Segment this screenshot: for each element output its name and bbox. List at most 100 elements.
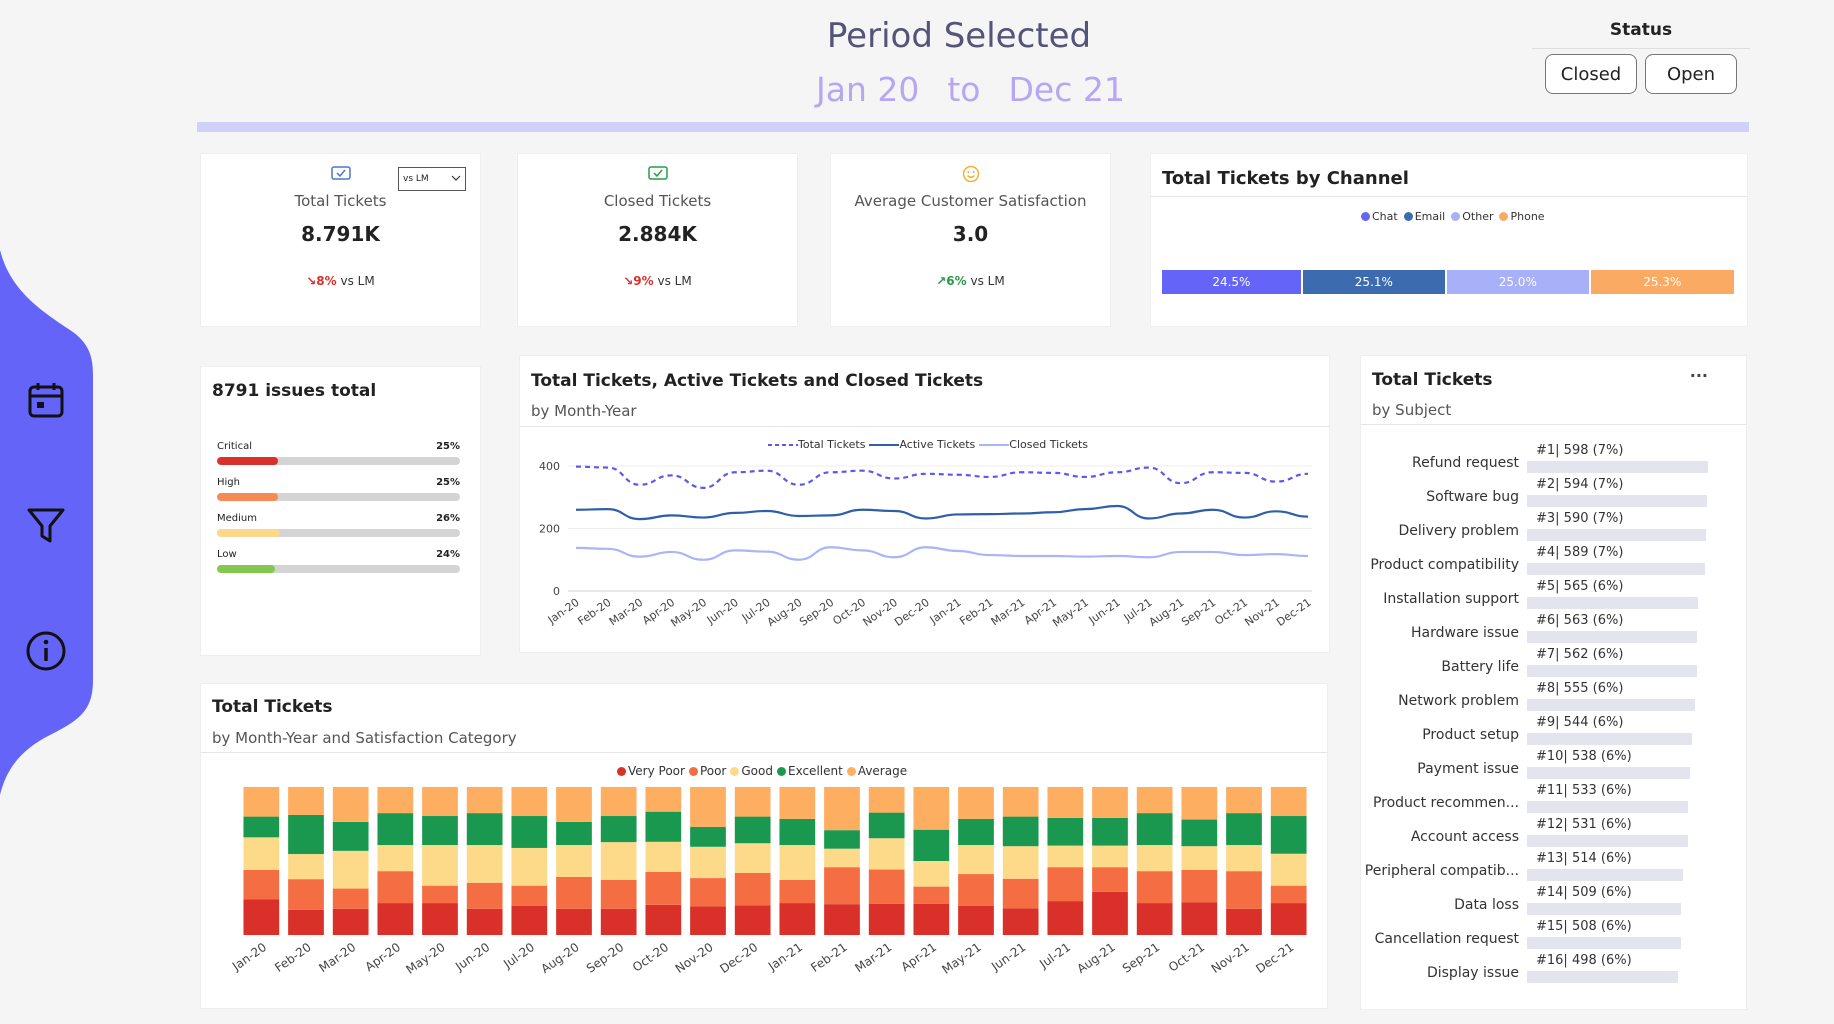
bar-segment-average[interactable]	[1002, 787, 1039, 817]
bar-segment-poor[interactable]	[466, 882, 503, 909]
bar-segment-very-poor[interactable]	[332, 908, 369, 935]
bar-segment-poor[interactable]	[645, 871, 682, 905]
legend-item-phone[interactable]: Phone	[1499, 210, 1545, 223]
subject-row[interactable]: Product setup #9| 544 (6%)	[1361, 715, 1746, 749]
bar-segment-very-poor[interactable]	[511, 905, 548, 935]
bar-segment-average[interactable]	[690, 787, 726, 827]
bar-segment-excellent[interactable]	[1181, 819, 1218, 847]
bar-segment-very-poor[interactable]	[466, 908, 503, 935]
bar-segment-poor[interactable]	[1092, 867, 1128, 892]
bar-segment-average[interactable]	[600, 787, 637, 817]
bar-segment-poor[interactable]	[913, 886, 950, 904]
bar-segment-excellent[interactable]	[288, 814, 324, 855]
subject-row[interactable]: Refund request #1| 598 (7%)	[1361, 443, 1746, 477]
info-button[interactable]	[18, 623, 74, 679]
bar-segment-good[interactable]	[466, 845, 503, 883]
subject-row[interactable]: Product compatibility #4| 589 (7%)	[1361, 545, 1746, 579]
bar-segment-poor[interactable]	[1226, 871, 1262, 909]
subject-row[interactable]: Delivery problem #3| 590 (7%)	[1361, 511, 1746, 545]
status-open-button[interactable]: Open	[1645, 54, 1737, 94]
subject-row[interactable]: Product recommen... #11| 533 (6%)	[1361, 783, 1746, 817]
series-line-total-tickets[interactable]	[575, 465, 1309, 489]
bar-segment-very-poor[interactable]	[690, 906, 726, 935]
bar-segment-poor[interactable]	[1270, 885, 1307, 904]
bar-segment-excellent[interactable]	[1002, 816, 1039, 847]
bar-segment-poor[interactable]	[288, 879, 324, 910]
bar-segment-very-poor[interactable]	[556, 908, 592, 935]
subject-row[interactable]: Payment issue #10| 538 (6%)	[1361, 749, 1746, 783]
legend-item-excellent[interactable]: Excellent	[776, 764, 843, 778]
bar-segment-good[interactable]	[824, 848, 860, 868]
bar-segment-average[interactable]	[734, 787, 771, 817]
bar-segment-average[interactable]	[645, 787, 682, 812]
bar-segment-very-poor[interactable]	[958, 905, 994, 935]
bar-segment-poor[interactable]	[600, 879, 637, 909]
bar-segment-very-poor[interactable]	[645, 904, 682, 935]
subject-row[interactable]: Battery life #7| 562 (6%)	[1361, 647, 1746, 681]
channel-segment-chat[interactable]: 24.5%	[1162, 270, 1303, 294]
bar-segment-poor[interactable]	[734, 872, 771, 906]
legend-item-other[interactable]: Other	[1451, 210, 1493, 223]
bar-segment-very-poor[interactable]	[600, 908, 637, 935]
bar-segment-good[interactable]	[1047, 845, 1084, 868]
bar-segment-average[interactable]	[1270, 787, 1307, 817]
bar-segment-average[interactable]	[377, 787, 414, 814]
series-line-closed-tickets[interactable]	[575, 546, 1309, 561]
bar-segment-good[interactable]	[1226, 845, 1262, 872]
bar-segment-very-poor[interactable]	[377, 903, 414, 935]
bar-segment-poor[interactable]	[824, 867, 860, 905]
bar-segment-good[interactable]	[1136, 845, 1173, 872]
bar-segment-average[interactable]	[422, 787, 458, 817]
legend-item-poor[interactable]: Poor	[688, 764, 726, 778]
bar-segment-very-poor[interactable]	[1270, 903, 1307, 935]
bar-segment-average[interactable]	[556, 787, 592, 822]
bar-segment-good[interactable]	[556, 845, 592, 877]
legend-item-total-tickets[interactable]: Total Tickets	[768, 438, 865, 451]
bar-segment-good[interactable]	[1092, 845, 1128, 868]
bar-segment-excellent[interactable]	[511, 816, 548, 848]
subject-row[interactable]: Installation support #5| 565 (6%)	[1361, 579, 1746, 613]
bar-segment-good[interactable]	[1002, 846, 1039, 879]
bar-segment-average[interactable]	[868, 787, 905, 813]
bar-segment-average[interactable]	[1092, 787, 1128, 818]
bar-segment-poor[interactable]	[779, 879, 816, 904]
bar-segment-excellent[interactable]	[466, 813, 503, 846]
bar-segment-very-poor[interactable]	[1092, 891, 1128, 935]
subject-row[interactable]: Hardware issue #6| 563 (6%)	[1361, 613, 1746, 647]
bar-segment-very-poor[interactable]	[1226, 908, 1262, 935]
bar-segment-good[interactable]	[422, 845, 458, 886]
bar-segment-excellent[interactable]	[1047, 817, 1084, 846]
subject-row[interactable]: Network problem #8| 555 (6%)	[1361, 681, 1746, 715]
more-options-button[interactable]: ···	[1689, 366, 1708, 385]
bar-segment-good[interactable]	[377, 845, 414, 872]
bar-segment-good[interactable]	[332, 850, 369, 889]
subject-row[interactable]: Display issue #16| 498 (6%)	[1361, 953, 1746, 987]
bar-segment-good[interactable]	[868, 838, 905, 870]
bar-segment-excellent[interactable]	[779, 818, 816, 846]
bar-segment-very-poor[interactable]	[868, 903, 905, 935]
bar-segment-poor[interactable]	[690, 878, 726, 907]
bar-segment-average[interactable]	[332, 787, 369, 822]
channel-segment-email[interactable]: 25.1%	[1302, 270, 1447, 294]
bar-segment-excellent[interactable]	[824, 830, 860, 849]
bar-segment-excellent[interactable]	[734, 816, 771, 844]
bar-segment-excellent[interactable]	[690, 826, 726, 847]
bar-segment-good[interactable]	[1181, 846, 1218, 870]
bar-segment-poor[interactable]	[332, 888, 369, 909]
comparison-select[interactable]: vs LM	[398, 167, 466, 191]
calendar-button[interactable]	[18, 372, 74, 428]
bar-segment-excellent[interactable]	[422, 816, 458, 846]
subject-row[interactable]: Software bug #2| 594 (7%)	[1361, 477, 1746, 511]
bar-segment-good[interactable]	[288, 854, 324, 880]
bar-segment-excellent[interactable]	[1226, 813, 1262, 846]
bar-segment-poor[interactable]	[958, 874, 994, 906]
bar-segment-excellent[interactable]	[377, 813, 414, 846]
bar-segment-average[interactable]	[824, 787, 860, 831]
bar-segment-very-poor[interactable]	[1047, 901, 1084, 935]
bar-segment-poor[interactable]	[377, 871, 414, 904]
bar-segment-poor[interactable]	[1181, 869, 1218, 903]
bar-segment-poor[interactable]	[1047, 867, 1084, 902]
bar-segment-very-poor[interactable]	[1136, 903, 1173, 935]
filter-button[interactable]	[18, 497, 74, 553]
legend-item-email[interactable]: Email	[1403, 210, 1445, 223]
